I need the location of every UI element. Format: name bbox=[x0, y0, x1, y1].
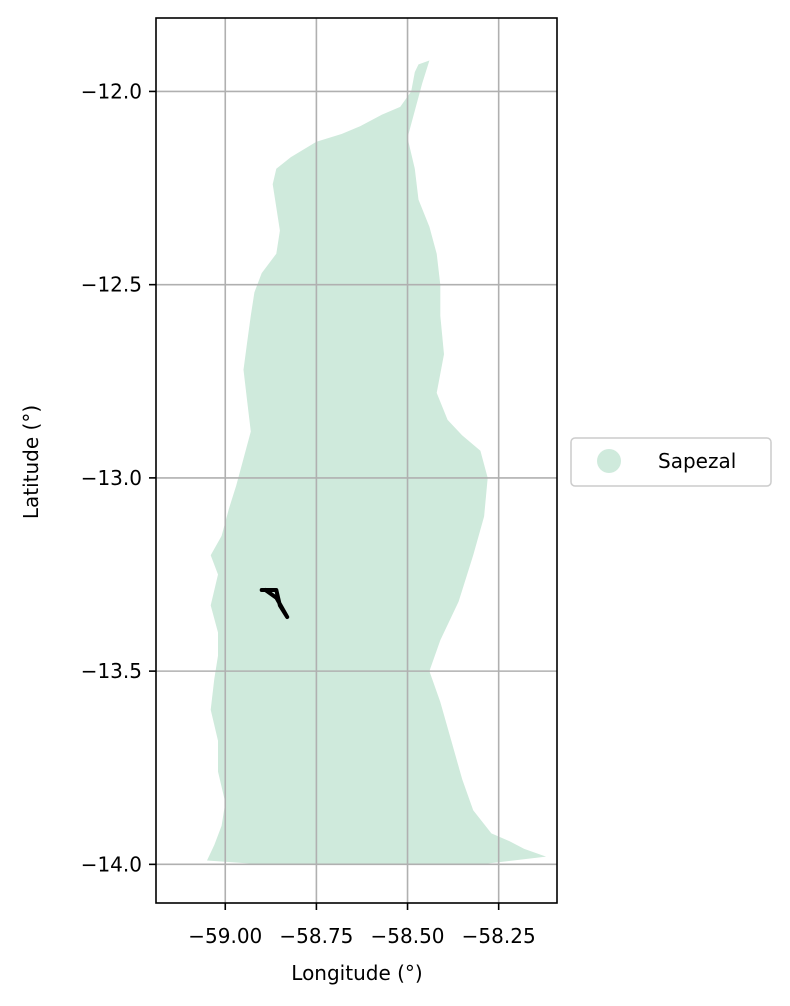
legend-label: Sapezal bbox=[658, 449, 736, 473]
y-axis-ticks: −12.0 −12.5 −13.0 −13.5 −14.0 bbox=[81, 79, 156, 876]
y-tick-label: −12.5 bbox=[81, 273, 142, 297]
y-axis-label: Latitude (°) bbox=[19, 405, 43, 519]
x-tick-label: −59.00 bbox=[188, 924, 262, 948]
x-tick-label: −58.25 bbox=[462, 924, 536, 948]
x-axis-ticks: −59.00 −58.75 −58.50 −58.25 bbox=[188, 903, 535, 948]
x-tick-label: −58.75 bbox=[279, 924, 353, 948]
y-tick-label: −14.0 bbox=[81, 852, 142, 876]
y-tick-label: −13.5 bbox=[81, 659, 142, 683]
x-tick-label: −58.50 bbox=[371, 924, 445, 948]
legend-marker bbox=[597, 449, 621, 473]
y-tick-label: −12.0 bbox=[81, 79, 142, 103]
x-axis-label: Longitude (°) bbox=[291, 961, 422, 985]
legend: Sapezal bbox=[571, 438, 771, 486]
y-tick-label: −13.0 bbox=[81, 466, 142, 490]
